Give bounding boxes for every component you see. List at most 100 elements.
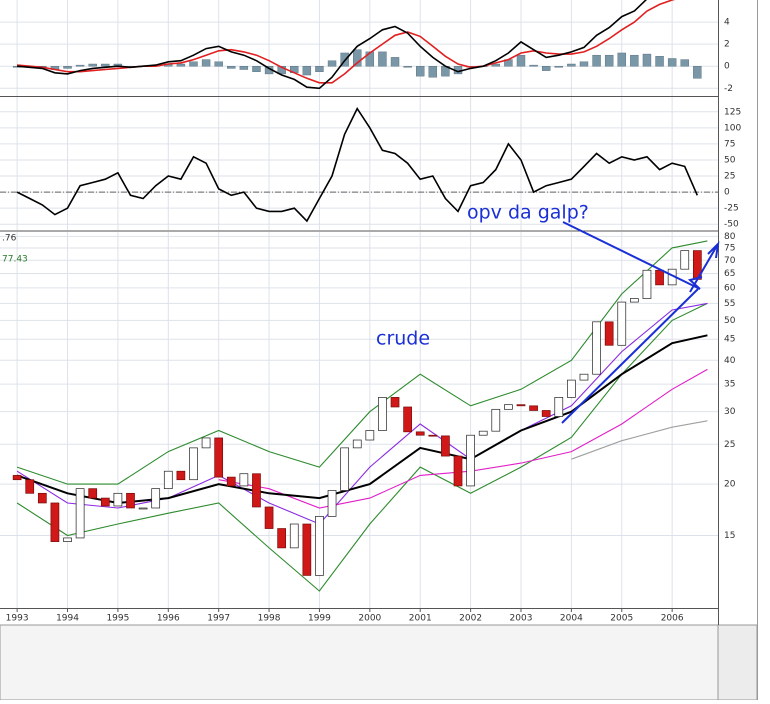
candle [126,492,135,509]
candle [252,473,261,508]
candle [378,397,387,431]
y-tick-label: -25 [724,204,739,214]
chart-title: crude [376,328,430,350]
y-tick-label: 25 [724,172,735,182]
candle [529,405,538,411]
histogram-bar [491,63,500,67]
candle [75,488,85,539]
candle [352,439,362,449]
x-tick-label: 1997 [207,614,230,624]
y-tick-label: 30 [724,407,736,417]
lower-axis [717,624,758,701]
y-tick-label: 35 [724,380,735,390]
histogram-bar [428,66,438,78]
histogram-bar [189,61,198,67]
histogram-bar [75,64,85,67]
candle [630,298,639,303]
trend-lines [561,221,720,424]
candle [428,434,438,437]
chart-background [0,0,757,625]
annotation: opv da galp? [467,202,589,224]
candle [100,497,110,507]
histogram-bar [227,66,236,69]
histogram-bar [201,59,211,67]
candle [579,373,589,381]
histogram-bar [604,54,614,67]
candle [567,379,576,398]
candle [289,523,299,549]
candle [441,435,450,457]
candle [541,410,551,417]
series-line [16,302,708,592]
x-tick-label: 2004 [560,614,583,624]
histogram-bar [277,66,286,75]
y-tick-label: 2 [724,40,730,50]
histogram-bar [88,63,97,67]
y-tick-label: 125 [724,107,741,117]
y-tick-label: 0 [724,188,730,198]
candle [239,473,249,487]
y-tick-label: 50 [724,155,736,165]
histogram-bar [101,63,110,67]
series-line [571,420,708,460]
candle [264,506,274,529]
histogram-bar [63,66,72,69]
y-tick-label: -50 [724,220,739,230]
candle [201,437,211,449]
histogram-bar [239,66,249,70]
y-tick-label: 70 [724,256,736,266]
y-tick-label: 0 [724,62,730,72]
candle [214,437,224,478]
histogram-bar [302,66,312,76]
candle [504,404,513,410]
corner-label: .76 [2,234,17,244]
histogram-bar [403,66,412,68]
histogram-bar [390,57,400,67]
candle [592,321,601,375]
histogram-bar [529,64,538,67]
y-tick-label: 50 [724,316,736,326]
candle [226,476,236,487]
histogram-bar [516,54,526,67]
candle [604,321,614,346]
y-tick-label: -2 [724,84,733,94]
panel [0,232,718,608]
histogram-bar [353,49,362,67]
y-tick-label: 20 [724,480,736,490]
candle [151,488,161,509]
axis: -2 0 2 4 [724,18,733,94]
histogram-bar [327,60,337,67]
y-tick-label: 100 [724,123,741,133]
candle [491,408,501,432]
x-tick-label: 1994 [56,614,79,624]
candle [466,434,475,487]
histogram-bar [541,66,551,71]
y-tick-label: 60 [724,283,736,293]
candle [680,250,690,270]
candle [277,528,287,549]
histogram-bar [642,53,652,67]
candle [415,431,425,436]
candle [365,430,375,441]
candle [189,447,198,481]
histogram-bar [567,63,576,67]
y-tick-label: 4 [724,18,730,28]
x-tick-label: 2003 [510,614,533,624]
series-line [16,240,708,485]
histogram-bar [252,66,261,72]
y-tick-label: 55 [724,299,735,309]
x-tick-label: 1998 [258,614,281,624]
histogram-bar [554,66,563,68]
series-line [17,0,648,90]
candle [403,406,412,433]
histogram-bar [655,56,664,67]
histogram-bar [378,51,387,67]
corner-label: 77.43 [2,255,28,265]
histogram-bar [315,66,324,72]
y-tick-label: 45 [724,335,735,345]
candle [138,507,148,510]
candle [478,430,488,436]
x-tick-label: 1999 [308,614,331,624]
